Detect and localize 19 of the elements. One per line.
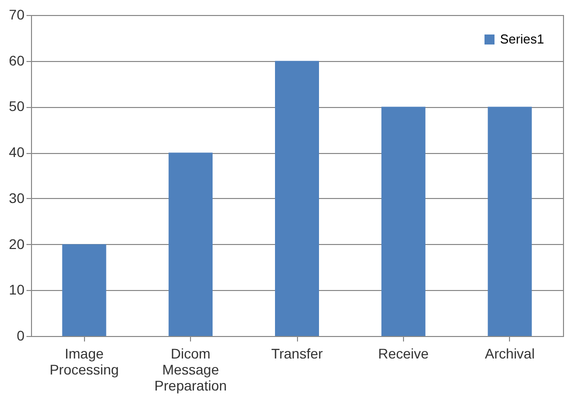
y-tick-label: 30 bbox=[8, 190, 25, 206]
x-tick-label: Transfer bbox=[271, 346, 324, 362]
y-tick-label: 40 bbox=[8, 144, 25, 160]
x-tick-label: Receive bbox=[378, 346, 429, 362]
bar bbox=[275, 60, 319, 336]
bar bbox=[168, 152, 213, 336]
y-tick-label: 0 bbox=[16, 328, 25, 344]
x-tick-label: Dicom Message Preparation bbox=[154, 346, 227, 394]
bar bbox=[62, 244, 106, 336]
y-tick-label: 50 bbox=[8, 98, 25, 114]
x-tick-label: Archival bbox=[484, 346, 535, 362]
y-tick-label: 20 bbox=[8, 236, 25, 252]
y-tick-label: 10 bbox=[8, 282, 25, 298]
y-tick-label: 60 bbox=[8, 52, 25, 68]
x-tick-label: Image Processing bbox=[50, 346, 119, 378]
y-tick-label: 70 bbox=[8, 6, 25, 22]
bar bbox=[381, 106, 426, 336]
bar bbox=[488, 106, 532, 336]
legend-label: Series1 bbox=[500, 32, 544, 46]
